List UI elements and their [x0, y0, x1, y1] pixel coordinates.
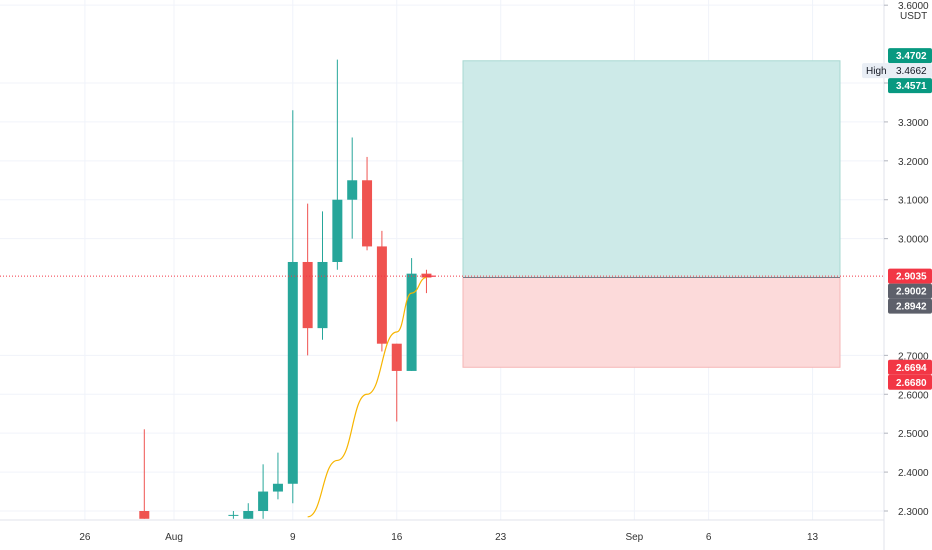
currency-label: USDT	[900, 11, 927, 22]
price-badge-label: 2.6694	[896, 363, 927, 374]
price-badge: 2.8942	[888, 298, 932, 314]
candle[interactable]	[139, 429, 150, 519]
candle[interactable]	[258, 464, 269, 519]
price-badge-label: 2.9035	[896, 272, 927, 283]
price-badge-label: 2.9002	[896, 287, 927, 298]
candle-body	[139, 511, 150, 519]
candle[interactable]	[391, 343, 402, 422]
candle-body	[406, 273, 417, 371]
price-badge-bg	[888, 268, 932, 284]
candle-body	[332, 199, 343, 262]
candle-body	[243, 511, 254, 519]
price-badge: 3.4702	[888, 48, 932, 64]
price-tick-label: 3.3000	[898, 118, 929, 129]
price-tick-label: 3.2000	[898, 157, 929, 168]
price-badge-bg	[888, 298, 932, 314]
high-label: High	[866, 66, 887, 77]
price-tick-label: 2.7000	[898, 351, 929, 362]
candle[interactable]	[376, 230, 387, 352]
price-tick-label: 3.6000	[898, 1, 929, 12]
price-tick-label: 2.3000	[898, 507, 929, 518]
candle[interactable]	[287, 110, 298, 504]
time-tick-label: Sep	[625, 532, 643, 543]
candle[interactable]	[347, 137, 358, 239]
price-badge: 2.9035	[888, 268, 932, 284]
candle[interactable]	[421, 269, 432, 294]
price-badge-bg	[888, 359, 932, 375]
price-badge: 2.9002	[888, 283, 932, 299]
candle[interactable]	[317, 211, 328, 340]
time-tick-label: 26	[79, 532, 91, 543]
candle-body	[287, 261, 298, 484]
candlestick-series	[139, 59, 432, 519]
price-badge-bg	[888, 48, 932, 64]
price-badge-label: 3.4571	[896, 81, 927, 92]
high-badge-bg	[862, 63, 932, 79]
candle[interactable]	[243, 503, 254, 519]
position-zones	[462, 60, 841, 368]
candle-body	[302, 261, 313, 329]
candle-body	[317, 261, 328, 329]
price-tick-label: 2.4000	[898, 468, 929, 479]
price-badge-label: 2.6680	[896, 378, 927, 389]
candle[interactable]	[406, 258, 417, 371]
price-badge-label: 3.4702	[896, 51, 927, 62]
price-badge-bg	[888, 374, 932, 390]
price-tick-label: 2.5000	[898, 429, 929, 440]
price-badge-label: 2.8942	[896, 302, 927, 313]
price-badges: 3.4702 High 3.4662 3.4571 2.9035 2.9002 2.8942…	[862, 48, 932, 390]
time-tick-label: Aug	[165, 532, 183, 543]
candle[interactable]	[302, 203, 313, 356]
price-tick-label: 2.6000	[898, 390, 929, 401]
price-badge: 2.6680	[888, 374, 932, 390]
candle[interactable]	[332, 59, 343, 270]
loss-zone[interactable]	[462, 276, 841, 368]
candle-body	[258, 491, 269, 511]
price-badge-bg	[888, 78, 932, 94]
candle-body	[347, 180, 358, 200]
moving-average-line	[307, 276, 427, 518]
candle[interactable]	[272, 452, 283, 500]
price-tick-label: 3.1000	[898, 196, 929, 207]
moving-average-series	[307, 276, 427, 518]
candle[interactable]	[362, 156, 373, 251]
profit-zone[interactable]	[462, 60, 841, 278]
price-badge: 2.6694	[888, 359, 932, 375]
price-axis: 3.60003.40003.30003.20003.10003.00002.70…	[883, 0, 929, 550]
price-badge: 3.4571	[888, 78, 932, 94]
candle[interactable]	[228, 511, 239, 519]
candle-body	[391, 343, 402, 371]
price-badge-bg	[888, 283, 932, 299]
time-axis: 26 Aug 9 16 23 Sep 6 13	[0, 519, 884, 543]
price-tick-label: 3.0000	[898, 235, 929, 246]
price-badge-label: 3.4662	[896, 66, 927, 77]
time-tick-label: 16	[391, 532, 403, 543]
price-badge: High 3.4662	[862, 63, 932, 79]
candle-body	[272, 483, 283, 492]
time-tick-label: 23	[495, 532, 507, 543]
time-tick-label: 9	[290, 532, 296, 543]
candle-body	[376, 246, 387, 344]
time-tick-label: 6	[706, 532, 712, 543]
time-tick-label: 13	[807, 532, 819, 543]
candle-body	[362, 180, 373, 247]
candle-body	[228, 514, 239, 516]
